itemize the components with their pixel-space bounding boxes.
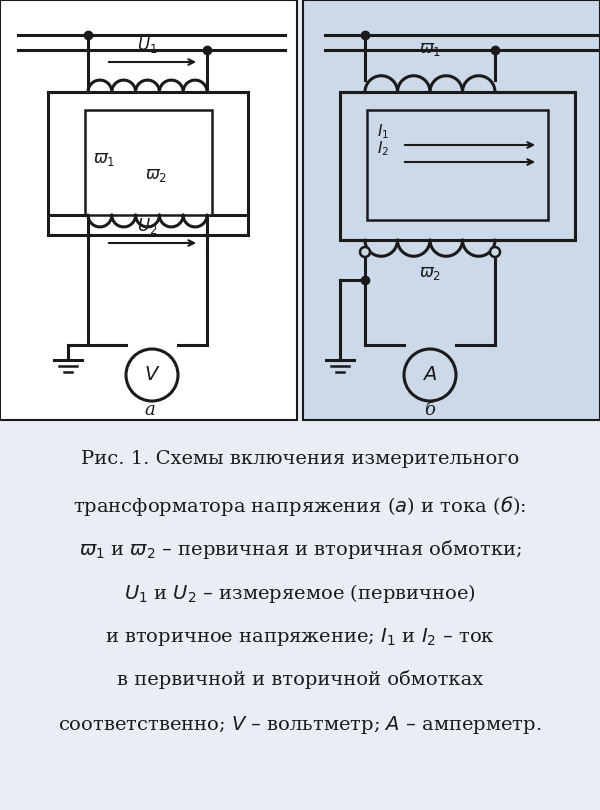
Text: Рис. 1. Схемы включения измерительного: Рис. 1. Схемы включения измерительного	[81, 450, 519, 468]
Circle shape	[360, 247, 370, 257]
Text: $\varpi_1$ и $\varpi_2$ – первичная и вторичная обмотки;: $\varpi_1$ и $\varpi_2$ – первичная и вт…	[79, 538, 521, 561]
Bar	[340, 92, 575, 240]
Bar	[0, 435, 600, 810]
Text: $\varpi_1$: $\varpi_1$	[419, 41, 441, 58]
Circle shape	[490, 247, 500, 257]
Circle shape	[404, 349, 456, 401]
Circle shape	[126, 349, 178, 401]
Text: и вторичное напряжение; $I_1$ и $I_2$ – ток: и вторичное напряжение; $I_1$ и $I_2$ – …	[105, 626, 495, 648]
Text: $\varpi_2$: $\varpi_2$	[145, 167, 167, 184]
Text: $\varpi_1$: $\varpi_1$	[93, 151, 115, 168]
Bar	[48, 92, 248, 235]
Text: $I_2$: $I_2$	[377, 139, 389, 158]
Text: соответственно; $V$ – вольтметр; $A$ – амперметр.: соответственно; $V$ – вольтметр; $A$ – а…	[58, 714, 542, 736]
Text: трансформатора напряжения ($a$) и тока ($б$):: трансформатора напряжения ($a$) и тока (…	[73, 494, 527, 518]
Bar	[367, 110, 548, 220]
Bar	[303, 0, 600, 420]
Text: $V$: $V$	[144, 366, 160, 384]
Text: в первичной и вторичной обмотках: в первичной и вторичной обмотках	[117, 670, 483, 689]
Text: $U_1$ и $U_2$ – измеряемое (первичное): $U_1$ и $U_2$ – измеряемое (первичное)	[124, 582, 476, 605]
Text: $\varpi_2$: $\varpi_2$	[419, 265, 441, 282]
Text: $U_2$: $U_2$	[137, 216, 157, 236]
Text: а: а	[145, 401, 155, 419]
Text: $I_1$: $I_1$	[377, 122, 389, 141]
Text: $A$: $A$	[422, 366, 437, 384]
Bar	[85, 110, 212, 215]
Text: б: б	[425, 401, 436, 419]
Text: $U_1$: $U_1$	[137, 35, 157, 55]
Bar	[0, 0, 297, 420]
